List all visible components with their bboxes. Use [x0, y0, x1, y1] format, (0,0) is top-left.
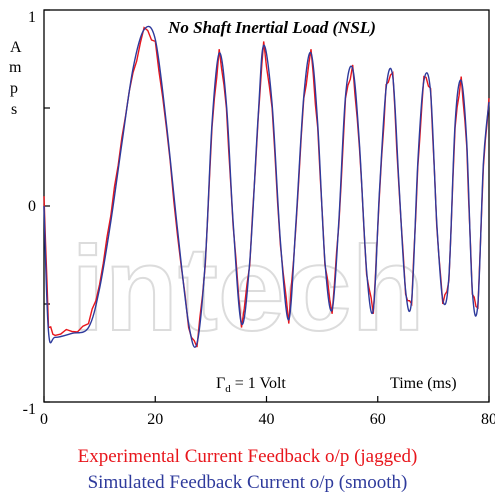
x-tick-label-2: 40	[259, 411, 275, 428]
annotation-gamma-symbol: Γ	[216, 375, 225, 392]
y-axis-label-s: s	[11, 101, 17, 118]
caption-experimental: Experimental Current Feedback o/p (jagge…	[77, 446, 418, 467]
chart-title: No Shaft Inertial Load (NSL)	[167, 18, 376, 37]
x-tick-label-3: 60	[370, 411, 386, 428]
x-tick-label-1: 20	[147, 411, 163, 428]
y-axis-label-p: p	[10, 80, 18, 97]
series-simulated-line	[43, 25, 490, 348]
annotation-time: Time (ms)	[390, 375, 457, 392]
y-axis-label-m: m	[9, 59, 22, 76]
x-axis: 0 20 40 60 80	[40, 396, 495, 428]
caption-simulated: Simulated Feedback Current o/p (smooth)	[87, 472, 408, 493]
annotation-gamma: Γd = 1 Volt	[216, 375, 286, 395]
y-axis: 1 0 -1	[23, 9, 50, 418]
x-tick-label-4: 80	[481, 411, 495, 428]
annotation-gamma-value: = 1 Volt	[231, 375, 287, 392]
y-tick-label-0: 1	[28, 9, 36, 26]
x-tick-label-0: 0	[40, 411, 48, 428]
y-tick-label-2: -1	[23, 401, 36, 418]
y-axis-label-a: A	[10, 39, 22, 56]
y-tick-label-1: 0	[28, 198, 36, 215]
annotation-gamma-sub: d	[225, 383, 231, 395]
